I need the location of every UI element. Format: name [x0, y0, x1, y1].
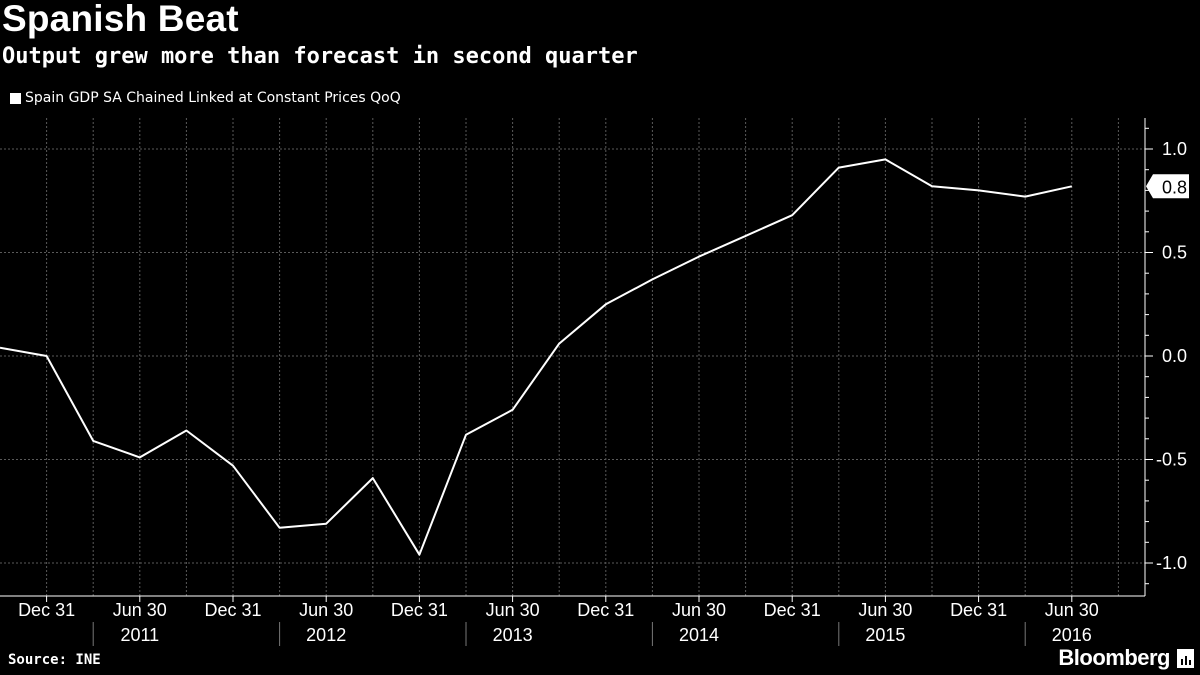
x-tick-label: Jun 30	[486, 600, 540, 620]
x-tick-label: Dec 31	[18, 600, 75, 620]
x-tick-label: Jun 30	[1045, 600, 1099, 620]
x-year-label: 2013	[493, 625, 533, 645]
y-tick-label: 0.0	[1162, 346, 1187, 366]
x-tick-label: Jun 30	[113, 600, 167, 620]
last-value-label: 0.8	[1162, 177, 1187, 197]
x-tick-label: Dec 31	[950, 600, 1007, 620]
x-year-label: 2016	[1052, 625, 1092, 645]
y-tick-label: 1.0	[1162, 139, 1187, 159]
brand-logo: Bloomberg	[1058, 645, 1170, 670]
x-tick-label: Jun 30	[299, 600, 353, 620]
y-tick-label: -0.5	[1156, 450, 1187, 470]
source-note: Source: INE	[8, 652, 101, 668]
x-tick-label: Dec 31	[204, 600, 261, 620]
x-year-label: 2015	[865, 625, 905, 645]
x-tick-label: Dec 31	[577, 600, 634, 620]
x-tick-label: Jun 30	[858, 600, 912, 620]
x-tick-label: Dec 31	[391, 600, 448, 620]
last-value-badge	[1146, 174, 1189, 199]
bloomberg-terminal-icon	[1177, 649, 1194, 668]
legend: Spain GDP SA Chained Linked at Constant …	[10, 90, 401, 106]
chart-title: Spanish Beat	[2, 0, 239, 39]
y-tick-label: -1.0	[1156, 553, 1187, 573]
series-line	[0, 158, 1073, 556]
legend-swatch-icon	[10, 92, 21, 104]
chart-subtitle: Output grew more than forecast in second…	[2, 44, 638, 69]
x-tick-label: Jun 30	[672, 600, 726, 620]
x-year-label: 2014	[679, 625, 719, 645]
x-year-label: 2012	[306, 625, 346, 645]
legend-label: Spain GDP SA Chained Linked at Constant …	[25, 90, 401, 106]
y-tick-label: 0.5	[1162, 243, 1187, 263]
x-tick-label: Dec 31	[764, 600, 821, 620]
x-year-label: 2011	[120, 625, 159, 645]
